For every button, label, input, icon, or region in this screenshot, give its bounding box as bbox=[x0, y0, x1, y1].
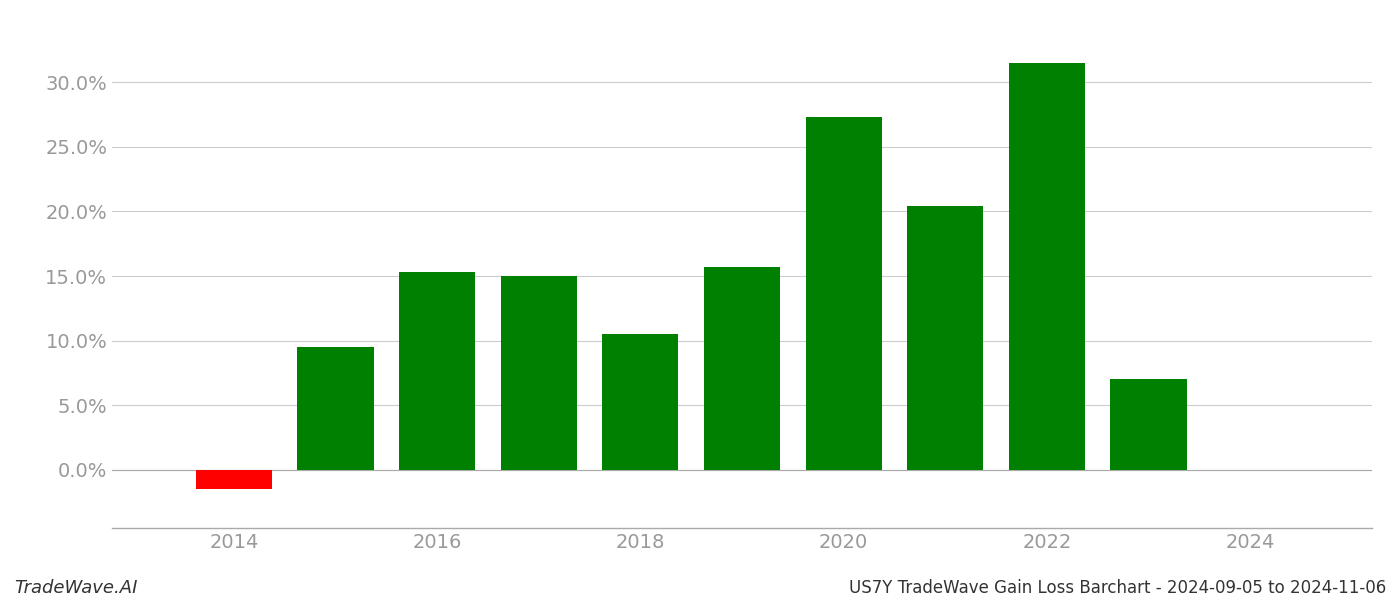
Bar bbox=[805, 117, 882, 470]
Bar bbox=[602, 334, 679, 470]
Bar bbox=[1009, 63, 1085, 470]
Bar bbox=[399, 272, 475, 470]
Bar bbox=[501, 276, 577, 470]
Bar bbox=[196, 470, 272, 489]
Bar bbox=[297, 347, 374, 470]
Bar bbox=[704, 267, 780, 470]
Bar bbox=[1110, 379, 1187, 470]
Text: US7Y TradeWave Gain Loss Barchart - 2024-09-05 to 2024-11-06: US7Y TradeWave Gain Loss Barchart - 2024… bbox=[848, 579, 1386, 597]
Bar bbox=[907, 206, 983, 470]
Text: TradeWave.AI: TradeWave.AI bbox=[14, 579, 137, 597]
